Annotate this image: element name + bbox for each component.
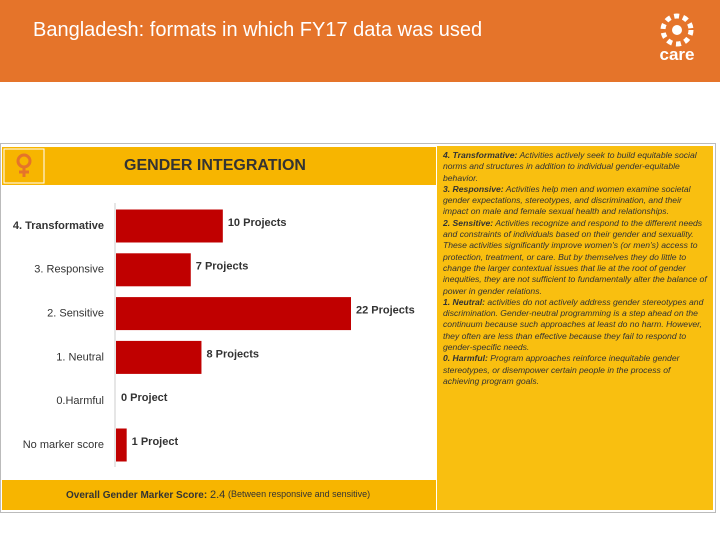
category-label: 2. Sensitive bbox=[47, 308, 104, 320]
bar bbox=[116, 428, 127, 462]
definition-text: Activities recognize and respond to the … bbox=[443, 217, 707, 296]
definition-text: Activities actively seek to build equita… bbox=[443, 150, 697, 183]
value-label: 22 Projects bbox=[356, 305, 415, 317]
bar bbox=[116, 253, 191, 287]
definition: 2. Sensitive: Activities recognize and r… bbox=[443, 218, 707, 297]
chart-title: GENDER INTEGRATION bbox=[124, 157, 306, 174]
category-label: 1. Neutral bbox=[56, 351, 104, 363]
bar bbox=[116, 297, 351, 331]
female-icon bbox=[19, 167, 29, 177]
category-label: 0.Harmful bbox=[56, 395, 104, 407]
bar bbox=[116, 209, 223, 243]
definition-term: 2. Sensitive: bbox=[443, 217, 494, 228]
definitions: 4. Transformative: Activities actively s… bbox=[437, 146, 713, 510]
value-label: 10 Projects bbox=[228, 217, 287, 229]
definition-text: Activities help men and women examine so… bbox=[443, 183, 691, 217]
footer-score: 2.4 bbox=[210, 489, 225, 501]
category-label: No marker score bbox=[23, 439, 104, 451]
title-band bbox=[2, 147, 436, 185]
footer-band bbox=[2, 480, 436, 510]
definition: 3. Responsive: Activities help men and w… bbox=[443, 184, 707, 218]
definition-term: 3. Responsive: bbox=[443, 183, 504, 194]
logo-text: care bbox=[660, 45, 695, 64]
definition-term: 0. Harmful: bbox=[443, 353, 488, 364]
category-label: 4. Transformative bbox=[13, 220, 104, 232]
header-bar bbox=[0, 0, 720, 82]
category-label: 3. Responsive bbox=[34, 264, 104, 276]
footer-label: Overall Gender Marker Score: bbox=[66, 490, 207, 501]
definition: 1. Neutral: activities do not actively a… bbox=[443, 297, 707, 353]
value-label: 1 Project bbox=[132, 436, 179, 448]
definition: 4. Transformative: Activities actively s… bbox=[443, 150, 707, 184]
value-label: 0 Project bbox=[121, 392, 168, 404]
slide-title: Bangladesh: formats in which FY17 data w… bbox=[33, 19, 483, 41]
definition-text: Program approaches reinforce inequitable… bbox=[443, 353, 680, 386]
definition: 0. Harmful: Program approaches reinforce… bbox=[443, 353, 707, 387]
value-label: 7 Projects bbox=[196, 261, 249, 273]
bar bbox=[116, 340, 202, 374]
logo: care bbox=[660, 13, 695, 64]
value-label: 8 Projects bbox=[206, 348, 259, 360]
definition-text: activities do not actively address gende… bbox=[443, 296, 704, 353]
chart: GENDER INTEGRATION Overall Gender Marker… bbox=[2, 147, 436, 510]
footer: Overall Gender Marker Score: 2.4 (Betwee… bbox=[66, 489, 370, 501]
definition-term: 4. Transformative: bbox=[443, 150, 518, 160]
definition-term: 1. Neutral: bbox=[443, 296, 486, 307]
footer-note: (Between responsive and sensitive) bbox=[228, 489, 370, 499]
